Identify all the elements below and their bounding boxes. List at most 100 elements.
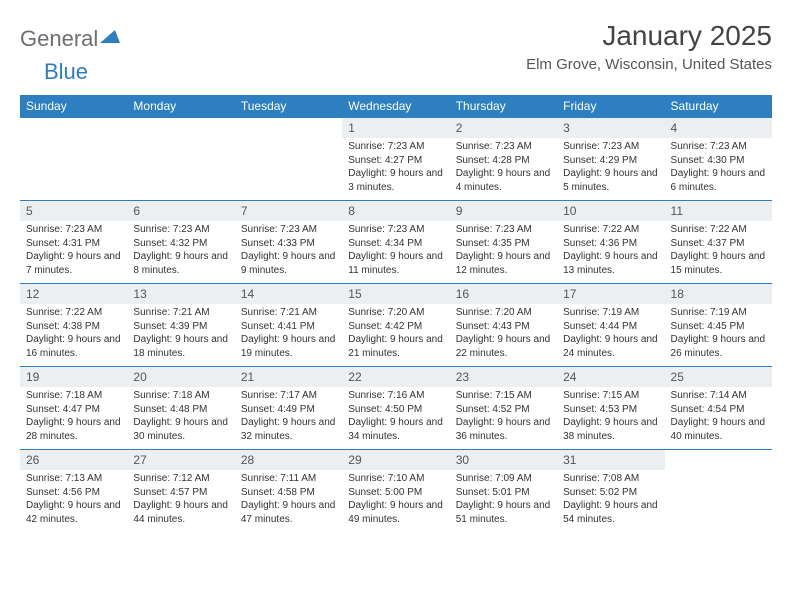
day-number: 20 [127,366,234,387]
day-number: 29 [342,449,449,470]
day-details: Sunrise: 7:20 AMSunset: 4:43 PMDaylight:… [450,304,557,366]
week-data-row: Sunrise: 7:23 AMSunset: 4:31 PMDaylight:… [20,221,772,283]
day-number: 17 [557,283,664,304]
day-cell-num: 22 [342,366,449,387]
day-cell-num [665,449,772,470]
day-cell-data: Sunrise: 7:17 AMSunset: 4:49 PMDaylight:… [235,387,342,449]
day-number: 9 [450,200,557,221]
day-details [235,138,342,194]
day-details: Sunrise: 7:18 AMSunset: 4:48 PMDaylight:… [127,387,234,449]
day-details: Sunrise: 7:10 AMSunset: 5:00 PMDaylight:… [342,470,449,532]
day-cell-num: 26 [20,449,127,470]
day-details: Sunrise: 7:15 AMSunset: 4:53 PMDaylight:… [557,387,664,449]
day-cell-data: Sunrise: 7:22 AMSunset: 4:36 PMDaylight:… [557,221,664,283]
day-details: Sunrise: 7:23 AMSunset: 4:34 PMDaylight:… [342,221,449,283]
day-details: Sunrise: 7:17 AMSunset: 4:49 PMDaylight:… [235,387,342,449]
day-cell-data: Sunrise: 7:16 AMSunset: 4:50 PMDaylight:… [342,387,449,449]
day-cell-data: Sunrise: 7:23 AMSunset: 4:28 PMDaylight:… [450,138,557,200]
day-number: 31 [557,449,664,470]
day-number: 23 [450,366,557,387]
day-cell-data: Sunrise: 7:10 AMSunset: 5:00 PMDaylight:… [342,470,449,532]
day-number: 27 [127,449,234,470]
day-cell-data: Sunrise: 7:18 AMSunset: 4:48 PMDaylight:… [127,387,234,449]
day-number: 13 [127,283,234,304]
day-cell-data [20,138,127,200]
day-details: Sunrise: 7:16 AMSunset: 4:50 PMDaylight:… [342,387,449,449]
location: Elm Grove, Wisconsin, United States [526,56,772,73]
day-details [127,138,234,194]
day-cell-num: 25 [665,366,772,387]
day-number: 16 [450,283,557,304]
week-data-row: Sunrise: 7:18 AMSunset: 4:47 PMDaylight:… [20,387,772,449]
day-cell-data: Sunrise: 7:23 AMSunset: 4:33 PMDaylight:… [235,221,342,283]
day-number [235,117,342,138]
day-details: Sunrise: 7:21 AMSunset: 4:39 PMDaylight:… [127,304,234,366]
dayname-thu: Thursday [450,95,557,117]
day-cell-num: 18 [665,283,772,304]
day-number: 28 [235,449,342,470]
day-cell-num: 14 [235,283,342,304]
day-cell-data: Sunrise: 7:23 AMSunset: 4:29 PMDaylight:… [557,138,664,200]
day-cell-data [665,470,772,532]
day-cell-num: 13 [127,283,234,304]
day-cell-num: 19 [20,366,127,387]
day-cell-data: Sunrise: 7:21 AMSunset: 4:41 PMDaylight:… [235,304,342,366]
day-cell-num [235,117,342,138]
day-cell-data: Sunrise: 7:19 AMSunset: 4:44 PMDaylight:… [557,304,664,366]
dayname-tue: Tuesday [235,95,342,117]
day-cell-num: 28 [235,449,342,470]
week-data-row: Sunrise: 7:13 AMSunset: 4:56 PMDaylight:… [20,470,772,532]
day-number: 24 [557,366,664,387]
week-daynum-row: 567891011 [20,200,772,221]
day-number: 6 [127,200,234,221]
calendar-table: Sunday Monday Tuesday Wednesday Thursday… [20,95,772,532]
calendar-header-row: Sunday Monday Tuesday Wednesday Thursday… [20,95,772,117]
day-number: 10 [557,200,664,221]
day-cell-data: Sunrise: 7:23 AMSunset: 4:31 PMDaylight:… [20,221,127,283]
dayname-sat: Saturday [665,95,772,117]
day-details: Sunrise: 7:22 AMSunset: 4:37 PMDaylight:… [665,221,772,283]
day-details: Sunrise: 7:13 AMSunset: 4:56 PMDaylight:… [20,470,127,532]
day-cell-num: 4 [665,117,772,138]
day-number: 2 [450,117,557,138]
day-number: 26 [20,449,127,470]
day-number [127,117,234,138]
day-cell-num: 27 [127,449,234,470]
day-cell-data: Sunrise: 7:13 AMSunset: 4:56 PMDaylight:… [20,470,127,532]
day-cell-num [127,117,234,138]
logo-triangle-icon [100,28,120,51]
day-number: 14 [235,283,342,304]
day-number: 21 [235,366,342,387]
day-cell-data: Sunrise: 7:15 AMSunset: 4:53 PMDaylight:… [557,387,664,449]
day-cell-data: Sunrise: 7:23 AMSunset: 4:34 PMDaylight:… [342,221,449,283]
week-data-row: Sunrise: 7:22 AMSunset: 4:38 PMDaylight:… [20,304,772,366]
day-details: Sunrise: 7:15 AMSunset: 4:52 PMDaylight:… [450,387,557,449]
day-number: 30 [450,449,557,470]
day-cell-num: 23 [450,366,557,387]
logo-text-blue: Blue [44,59,88,84]
day-cell-num: 21 [235,366,342,387]
week-daynum-row: 1234 [20,117,772,138]
day-cell-num: 15 [342,283,449,304]
day-cell-num: 11 [665,200,772,221]
logo: General [20,26,120,52]
day-cell-data: Sunrise: 7:18 AMSunset: 4:47 PMDaylight:… [20,387,127,449]
day-number: 19 [20,366,127,387]
day-cell-num [20,117,127,138]
day-cell-data: Sunrise: 7:23 AMSunset: 4:32 PMDaylight:… [127,221,234,283]
day-number: 25 [665,366,772,387]
day-details: Sunrise: 7:23 AMSunset: 4:27 PMDaylight:… [342,138,449,200]
week-data-row: Sunrise: 7:23 AMSunset: 4:27 PMDaylight:… [20,138,772,200]
day-cell-num: 6 [127,200,234,221]
day-cell-num: 12 [20,283,127,304]
day-cell-num: 31 [557,449,664,470]
day-details: Sunrise: 7:22 AMSunset: 4:38 PMDaylight:… [20,304,127,366]
day-details: Sunrise: 7:23 AMSunset: 4:35 PMDaylight:… [450,221,557,283]
day-cell-num: 3 [557,117,664,138]
day-cell-num: 24 [557,366,664,387]
week-daynum-row: 19202122232425 [20,366,772,387]
day-cell-num: 7 [235,200,342,221]
day-details [665,470,772,526]
day-cell-num: 20 [127,366,234,387]
day-cell-num: 16 [450,283,557,304]
